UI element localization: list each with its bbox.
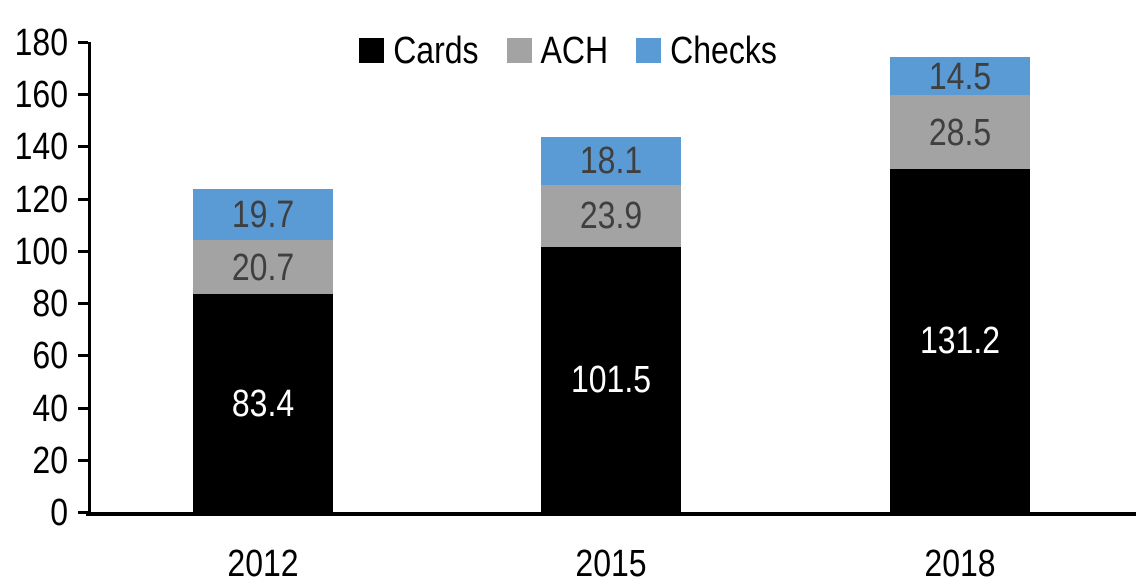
- x-axis-label-2015: 2015: [575, 541, 647, 585]
- segment-value-label: 28.5: [928, 110, 992, 153]
- segment-value-label: 18.1: [579, 139, 643, 182]
- segment-value-label: 131.2: [919, 318, 1001, 362]
- chart-legend: Cards ACH Checks: [0, 28, 1136, 71]
- bar-segment-cards-2018: 131.2: [890, 169, 1030, 512]
- bar-segment-ach-2018: 28.5: [890, 95, 1030, 170]
- bar-segment-checks-2018: 14.5: [890, 54, 1030, 97]
- y-axis-tick: [78, 145, 88, 149]
- legend-swatch-icon: [506, 37, 532, 63]
- legend-swatch-icon: [359, 37, 385, 63]
- y-axis-tick-label: 0: [50, 490, 68, 534]
- legend-label: ACH: [540, 28, 609, 71]
- bar-segment-cards-2015: 101.5: [541, 246, 681, 512]
- segment-value-label: 23.9: [579, 193, 643, 237]
- y-axis-tick: [78, 458, 88, 462]
- legend-item-checks: Checks: [636, 28, 777, 71]
- y-axis-tick-label: 180: [14, 20, 68, 64]
- y-axis-tick: [78, 93, 88, 97]
- y-axis-tick-label: 160: [14, 72, 68, 116]
- y-axis-tick: [78, 511, 88, 514]
- x-axis-label-2018: 2018: [924, 541, 996, 585]
- legend-item-cards: Cards: [359, 28, 479, 71]
- y-axis-tick-label: 140: [14, 125, 68, 168]
- x-axis-line: [86, 512, 1136, 516]
- y-axis-tick: [78, 249, 88, 253]
- y-axis-tick-label: 80: [32, 281, 68, 325]
- bar-segment-cards-2012: 83.4: [193, 294, 333, 512]
- legend-label: Cards: [393, 28, 479, 71]
- legend-swatch-icon: [636, 37, 662, 63]
- x-axis-label-2012: 2012: [227, 541, 299, 585]
- legend-label: Checks: [670, 28, 777, 71]
- segment-value-label: 83.4: [231, 381, 295, 424]
- bar-segment-checks-2012: 19.7: [193, 188, 333, 241]
- legend-item-ach: ACH: [506, 28, 608, 71]
- bar-segment-ach-2012: 20.7: [193, 240, 333, 295]
- y-axis-line: [88, 42, 91, 516]
- segment-value-label: 101.5: [570, 357, 652, 401]
- y-axis-tick-label: 20: [32, 438, 68, 482]
- y-axis-tick-label: 40: [32, 386, 68, 429]
- segment-value-label: 19.7: [231, 192, 295, 236]
- y-axis-tick: [78, 41, 88, 44]
- bar-segment-ach-2015: 23.9: [541, 184, 681, 247]
- y-axis-tick-label: 60: [32, 334, 68, 377]
- y-axis-tick: [78, 354, 88, 358]
- y-axis-tick: [78, 197, 88, 201]
- bar-segment-checks-2015: 18.1: [541, 137, 681, 185]
- y-axis-tick-label: 100: [14, 229, 68, 273]
- y-axis-tick: [78, 406, 88, 410]
- segment-value-label: 20.7: [231, 245, 295, 288]
- segment-value-label: 14.5: [928, 54, 992, 97]
- y-axis-tick-label: 120: [14, 177, 68, 220]
- y-axis-tick: [78, 302, 88, 306]
